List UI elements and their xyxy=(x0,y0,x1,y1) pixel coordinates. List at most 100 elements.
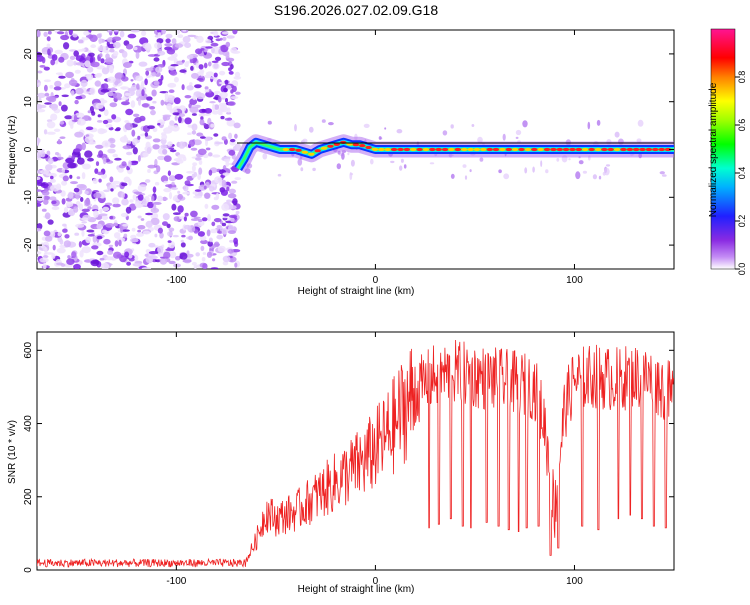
ridge-speckle xyxy=(524,167,528,174)
noise-speckle xyxy=(54,49,63,55)
noise-speckle xyxy=(217,230,222,234)
snr-x-tick-label: 100 xyxy=(566,576,583,587)
noise-speckle xyxy=(60,34,70,41)
noise-speckle xyxy=(208,152,213,157)
noise-speckle xyxy=(53,86,62,91)
noise-speckle xyxy=(191,113,197,116)
noise-speckle xyxy=(89,56,94,64)
noise-speckle xyxy=(126,261,131,266)
ridge-speckle xyxy=(515,136,519,139)
ridge-core-segment xyxy=(295,148,302,152)
ridge-core-segment xyxy=(384,147,391,152)
noise-speckle xyxy=(217,96,222,103)
figure-title: S196.2026.027.02.09.G18 xyxy=(274,2,438,18)
ridge-speckle xyxy=(659,171,665,175)
noise-speckle xyxy=(109,143,116,148)
spectrogram-y-ticks: -20 -10 0 10 20 xyxy=(23,48,674,252)
noise-speckle xyxy=(197,231,205,237)
noise-speckle xyxy=(212,110,219,115)
noise-speckle xyxy=(148,251,158,255)
noise-speckle xyxy=(164,43,173,47)
noise-speckle xyxy=(44,212,51,220)
noise-speckle xyxy=(149,106,156,110)
noise-speckle xyxy=(137,155,141,162)
noise-speckle xyxy=(132,160,139,164)
noise-speckle xyxy=(119,30,125,38)
noise-speckle xyxy=(153,80,160,86)
noise-speckle xyxy=(189,106,199,114)
noise-speckle xyxy=(230,89,234,94)
noise-speckle xyxy=(173,216,181,222)
ridge-core-segment xyxy=(639,147,646,152)
noise-speckle xyxy=(75,95,83,100)
noise-speckle xyxy=(226,111,232,115)
noise-speckle xyxy=(174,115,178,121)
ridge-core-segment xyxy=(575,147,582,152)
noise-speckle xyxy=(37,251,42,255)
noise-speckle xyxy=(227,248,234,254)
noise-speckle xyxy=(220,115,225,120)
noise-speckle xyxy=(133,46,138,51)
noise-speckle xyxy=(212,154,221,158)
noise-speckle xyxy=(152,127,158,133)
noise-speckle xyxy=(173,263,181,268)
noise-speckle xyxy=(94,80,102,87)
noise-speckle xyxy=(163,180,168,184)
ridge-speckle xyxy=(605,164,611,167)
noise-speckle xyxy=(67,255,71,259)
noise-speckle xyxy=(147,125,155,129)
noise-speckle xyxy=(173,76,179,83)
noise-speckle xyxy=(228,132,233,140)
noise-speckle xyxy=(65,201,74,208)
noise-speckle xyxy=(73,263,81,269)
noise-speckle xyxy=(186,85,194,91)
noise-speckle xyxy=(222,165,227,171)
ridge-core-segment xyxy=(448,147,455,152)
noise-speckle xyxy=(43,255,49,259)
snr-y-tick-label: 600 xyxy=(23,342,34,359)
ridge-core-segment xyxy=(371,147,379,151)
noise-speckle xyxy=(63,42,70,50)
noise-speckle xyxy=(67,162,77,169)
noise-speckle xyxy=(171,181,175,186)
noise-speckle xyxy=(193,171,198,178)
noise-speckle xyxy=(138,61,148,67)
ridge-speckle xyxy=(349,172,353,180)
noise-speckle xyxy=(47,157,54,165)
noise-speckle xyxy=(230,218,235,223)
noise-speckle xyxy=(192,162,198,167)
noise-speckle xyxy=(160,175,169,183)
noise-speckle xyxy=(61,104,68,112)
noise-speckle xyxy=(226,35,235,39)
noise-speckle xyxy=(121,161,127,167)
noise-speckle xyxy=(131,129,136,137)
ridge-speckle xyxy=(477,136,483,143)
noise-speckle xyxy=(167,240,172,243)
noise-speckle xyxy=(101,83,109,90)
noise-speckle xyxy=(132,138,138,146)
noise-speckle xyxy=(157,155,166,161)
noise-speckle xyxy=(51,103,58,111)
noise-speckle xyxy=(129,238,139,243)
snr-y-tick-label: 200 xyxy=(23,488,34,505)
noise-speckle xyxy=(77,39,84,44)
noise-speckle xyxy=(144,132,149,137)
ridge-speckle xyxy=(347,152,350,156)
noise-speckle xyxy=(93,192,102,199)
noise-speckle xyxy=(113,251,122,259)
noise-speckle xyxy=(191,123,198,131)
noise-speckle xyxy=(109,48,115,53)
noise-speckle xyxy=(162,221,168,227)
noise-speckle xyxy=(213,62,219,69)
noise-speckle xyxy=(86,73,94,81)
noise-speckle xyxy=(200,136,206,139)
noise-speckle xyxy=(76,184,86,189)
ridge-speckle xyxy=(396,129,403,134)
noise-speckle xyxy=(61,167,65,174)
noise-speckle xyxy=(114,81,119,86)
colorbar: 0.0 0.2 0.4 0.6 0.8 Normalized spectral ampl… xyxy=(708,28,747,275)
noise-speckle xyxy=(169,120,175,127)
noise-speckle xyxy=(136,203,144,208)
noise-speckle xyxy=(94,74,98,78)
